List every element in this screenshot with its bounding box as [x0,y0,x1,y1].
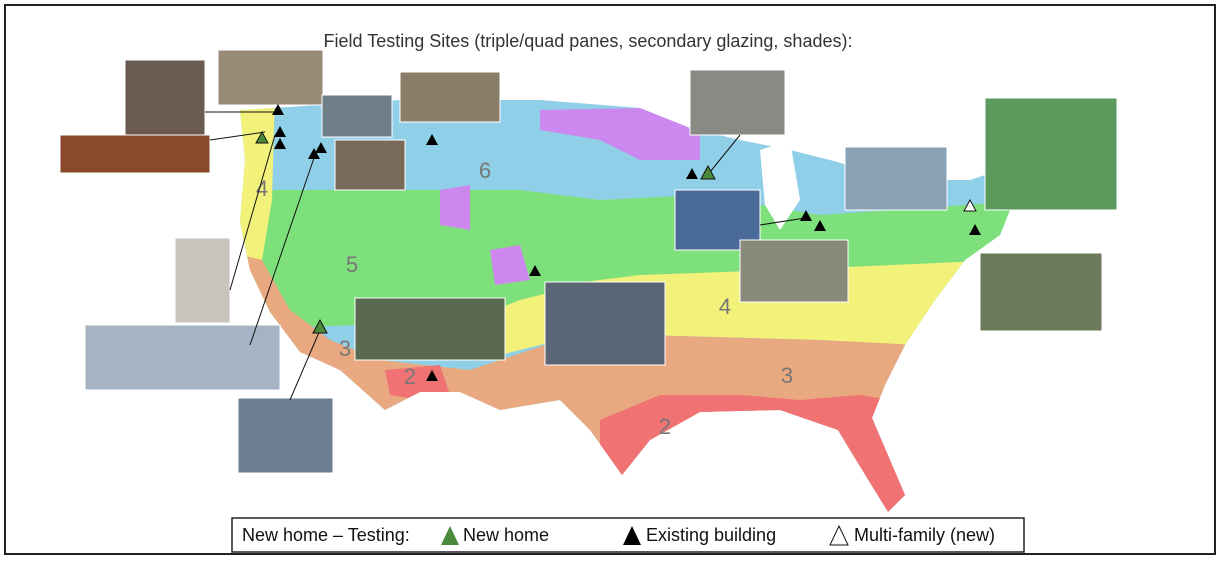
photo [740,240,848,302]
photo [218,50,323,105]
legend: New home – Testing: New home Existing bu… [232,518,1024,552]
zone-label: 3 [339,336,351,361]
zone-label: 4 [719,294,731,319]
photo [322,95,392,137]
photo [85,325,280,390]
photo [980,253,1102,331]
zone-label: 2 [659,414,671,439]
photo [545,282,665,365]
legend-item: Multi-family (new) [854,525,995,545]
legend-label: New home – Testing: [242,525,410,545]
photo [175,238,230,323]
photo [335,140,405,190]
photo [845,147,947,210]
photo [690,70,785,135]
legend-item: Existing building [646,525,776,545]
zone-label: 5 [346,252,358,277]
zone-label: 2 [404,364,416,389]
photo [985,98,1117,210]
title: Field Testing Sites (triple/quad panes, … [324,31,853,51]
photo [238,398,333,473]
photo [60,135,210,173]
legend-item: New home [463,525,549,545]
zone-label: 3 [781,363,793,388]
photo [400,72,500,122]
photo [125,60,205,135]
zone-7-patch [440,185,470,230]
map-figure: Field Testing Sites (triple/quad panes, … [0,0,1221,560]
photo [355,298,505,360]
zone-label: 6 [479,158,491,183]
